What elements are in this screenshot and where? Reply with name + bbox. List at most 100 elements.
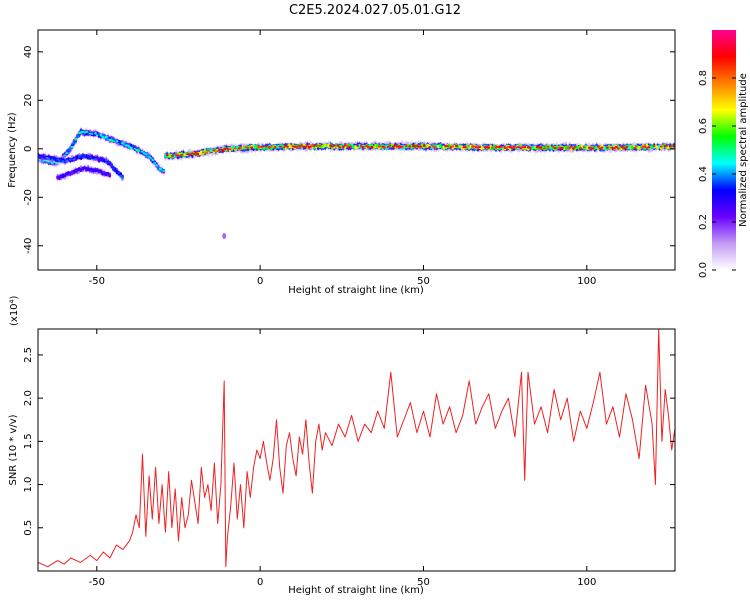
spectral-cell — [228, 148, 232, 151]
spectral-cell — [153, 161, 157, 165]
spectral-cell — [68, 158, 72, 161]
spectral-cell — [137, 149, 141, 153]
spectral-cell — [88, 156, 92, 159]
spectrogram-y-tick-label: 0 — [23, 146, 34, 152]
spectral-cell — [487, 146, 491, 149]
snr-x-tick-label: 50 — [417, 577, 430, 588]
spectral-cell — [63, 154, 67, 157]
spectral-cell — [104, 158, 108, 162]
spectral-cell — [370, 145, 374, 149]
spectral-cell — [81, 168, 85, 171]
spectral-cell — [672, 144, 675, 148]
spectral-cell — [158, 167, 162, 170]
spectral-cell — [623, 147, 627, 150]
spectral-cell — [140, 150, 144, 153]
spectral-cell — [446, 144, 449, 148]
spectral-cell — [539, 146, 543, 149]
spectral-cell — [318, 144, 322, 147]
colorbar: 0.0 0.2 0.4 0.6 0.8 Normalized spectral ampl… — [698, 30, 749, 278]
snr-y-ticks: 0.5 1.0 1.5 2.0 2.5 — [23, 347, 675, 536]
spectral-cell — [70, 145, 74, 148]
spectral-cell — [543, 147, 546, 150]
spectral-cell — [428, 146, 431, 149]
spectrogram-y-tick-label: 40 — [23, 45, 34, 58]
spectrogram-x-tick-label: 50 — [417, 276, 430, 287]
snr-x-axis-label: Height of straight line (km) — [288, 585, 424, 596]
spectral-cell — [180, 153, 183, 156]
spectrogram-x-tick-label: 100 — [577, 276, 596, 287]
spectral-cell — [47, 157, 51, 160]
colorbar-scale — [712, 30, 736, 270]
spectrogram-y-tick-label: 20 — [23, 94, 34, 107]
spectral-cell — [286, 145, 289, 148]
snr-x-tick-label: -50 — [89, 577, 105, 588]
spectral-cell — [196, 152, 200, 156]
spectrogram-marks — [38, 126, 675, 240]
spectral-cell — [76, 134, 79, 139]
spectral-cell — [40, 155, 43, 159]
spectral-cell — [553, 146, 557, 150]
spectral-cell — [57, 175, 61, 178]
spectral-cell — [451, 145, 455, 148]
spectral-cell — [579, 147, 582, 150]
spectral-cell — [95, 134, 99, 137]
spectral-cell — [605, 146, 609, 149]
spectral-cell — [72, 158, 76, 161]
spectral-cell — [264, 145, 268, 148]
spectral-cell — [499, 145, 503, 148]
spectral-cell — [155, 163, 158, 167]
spectral-point — [222, 233, 227, 240]
spectral-cell — [591, 147, 595, 150]
spectral-cell — [189, 153, 192, 156]
spectral-cell — [93, 169, 97, 172]
spectral-cell — [52, 158, 56, 161]
spectral-cell — [361, 146, 365, 149]
spectral-cell — [112, 140, 115, 143]
spectral-cell — [523, 146, 527, 149]
spectral-cell — [65, 173, 68, 176]
spectral-cell — [510, 147, 514, 150]
spectral-cell — [113, 169, 117, 172]
spectral-cell — [165, 153, 169, 157]
spectral-cell — [115, 140, 119, 143]
spectral-cell — [634, 145, 638, 148]
spectrogram-frame — [37, 29, 676, 271]
colorbar-tick-label: 0.4 — [698, 166, 709, 182]
spectral-cell — [647, 146, 651, 149]
spectral-cell — [61, 175, 65, 179]
spectral-cell — [147, 156, 151, 158]
colorbar-tick-label: 0.8 — [698, 70, 709, 86]
spectral-cell — [117, 171, 121, 174]
snr-frame — [37, 328, 676, 572]
snr-x-ticks: -50 0 50 100 — [89, 329, 596, 588]
spectral-cell — [596, 145, 600, 148]
spectrogram-panel: -50 0 50 100 -40 -20 0 20 40 Height of straight… — [7, 29, 676, 296]
spectral-cell — [273, 146, 277, 149]
spectrogram-y-tick-label: -20 — [23, 189, 34, 205]
spectral-cell — [478, 146, 482, 148]
spectral-cell — [600, 146, 604, 149]
snr-marks — [38, 329, 675, 568]
spectral-cell — [90, 132, 94, 135]
spectrogram-x-tick-label: -50 — [89, 276, 105, 287]
spectral-cell — [94, 158, 97, 160]
spectral-cell — [94, 132, 97, 135]
snr-y-multiplier: (x10⁴) — [9, 295, 20, 326]
spectral-cell — [401, 145, 404, 148]
spectral-cell — [162, 169, 166, 172]
spectral-cell — [546, 145, 550, 148]
spectral-ridge — [38, 150, 124, 183]
spectral-cell — [571, 147, 575, 150]
spectral-cell — [659, 145, 663, 148]
snr-y-tick-label: 2.5 — [23, 347, 34, 363]
spectral-cell — [282, 146, 286, 149]
spectral-cell — [632, 147, 636, 149]
spectral-cell — [503, 146, 507, 150]
spectral-cell — [85, 130, 88, 134]
spectral-cell — [212, 149, 216, 152]
spectral-cell — [338, 146, 342, 149]
spectral-cell — [56, 158, 60, 161]
colorbar-label: Normalized spectral amplitude — [738, 73, 749, 227]
